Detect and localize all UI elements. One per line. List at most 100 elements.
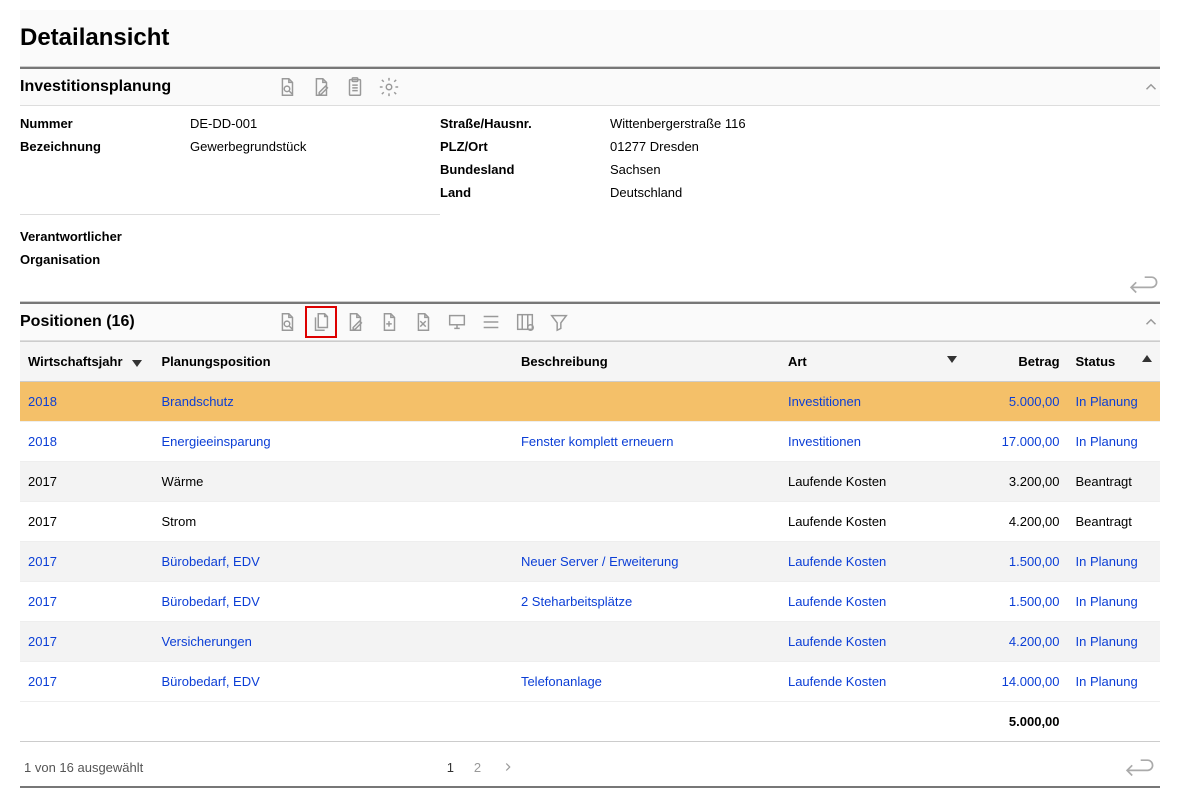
col-header-status[interactable]: Status: [1068, 342, 1160, 382]
value-plzort: 01277 Dresden: [610, 139, 1160, 154]
cell-position[interactable]: Bürobedarf, EDV: [154, 662, 513, 702]
table-row[interactable]: 2018EnergieeinsparungFenster komplett er…: [20, 422, 1160, 462]
columns-icon[interactable]: [513, 310, 537, 334]
cell-year[interactable]: 2017: [20, 542, 154, 582]
cell-year[interactable]: 2017: [20, 582, 154, 622]
section-title-investitionsplanung: Investitionsplanung: [20, 78, 275, 96]
label-land: Land: [440, 185, 610, 200]
table-row[interactable]: 2017Bürobedarf, EDVNeuer Server / Erweit…: [20, 542, 1160, 582]
cell-description[interactable]: Telefonanlage: [513, 662, 780, 702]
cell-amount[interactable]: 17.000,00: [965, 422, 1068, 462]
cell-status: Beantragt: [1068, 502, 1160, 542]
cell-position: Wärme: [154, 462, 513, 502]
table-row[interactable]: 2017Strom Laufende Kosten4.200,00Beantrag…: [20, 502, 1160, 542]
cell-description: [513, 622, 780, 662]
cell-amount[interactable]: 14.000,00: [965, 662, 1068, 702]
cell-amount: 4.200,00: [965, 502, 1068, 542]
copy-doc-icon[interactable]: [309, 310, 333, 334]
cell-description[interactable]: 2 Steharbeitsplätze: [513, 582, 780, 622]
cell-status[interactable]: In Planung: [1068, 382, 1160, 422]
return-icon[interactable]: [1126, 273, 1160, 295]
edit-doc-icon[interactable]: [309, 75, 333, 99]
return-icon[interactable]: [1122, 756, 1156, 778]
cell-year[interactable]: 2018: [20, 422, 154, 462]
cell-type[interactable]: Laufende Kosten: [780, 662, 965, 702]
table-row[interactable]: 2017Bürobedarf, EDV2 SteharbeitsplätzeLa…: [20, 582, 1160, 622]
sort-desc-icon: [947, 354, 957, 364]
cell-type[interactable]: Laufende Kosten: [780, 542, 965, 582]
col-header-position[interactable]: Planungsposition: [154, 342, 513, 382]
gear-icon[interactable]: [377, 75, 401, 99]
table-row[interactable]: 2017Bürobedarf, EDVTelefonanlageLaufende…: [20, 662, 1160, 702]
selection-info: 1 von 16 ausgewählt: [24, 760, 143, 775]
cell-position[interactable]: Bürobedarf, EDV: [154, 542, 513, 582]
cell-description[interactable]: Fenster komplett erneuern: [513, 422, 780, 462]
export-icon[interactable]: [445, 310, 469, 334]
sort-asc-icon: [1142, 354, 1152, 364]
label-verantwortlicher: Verantwortlicher: [20, 229, 190, 244]
cell-position[interactable]: Versicherungen: [154, 622, 513, 662]
label-bundesland: Bundesland: [440, 162, 610, 177]
label-bezeichnung: Bezeichnung: [20, 139, 190, 154]
cell-status[interactable]: In Planung: [1068, 542, 1160, 582]
cell-amount[interactable]: 5.000,00: [965, 382, 1068, 422]
cell-type[interactable]: Laufende Kosten: [780, 622, 965, 662]
value-land: Deutschland: [610, 185, 1160, 200]
positions-table: Wirtschaftsjahr Planungsposition Beschre…: [20, 341, 1160, 741]
cell-year: 2017: [20, 462, 154, 502]
sort-desc-icon: [132, 358, 142, 368]
cell-description[interactable]: Neuer Server / Erweiterung: [513, 542, 780, 582]
section-investitionsplanung: Investitionsplanung Nummer: [20, 67, 1160, 302]
cell-description: [513, 502, 780, 542]
page-title: Detailansicht: [20, 10, 1160, 67]
cell-status[interactable]: In Planung: [1068, 582, 1160, 622]
cell-description: [513, 462, 780, 502]
cell-status[interactable]: In Planung: [1068, 422, 1160, 462]
delete-doc-icon[interactable]: [411, 310, 435, 334]
cell-type[interactable]: Investitionen: [780, 382, 965, 422]
positions-sum: 5.000,00: [965, 702, 1068, 742]
col-header-year[interactable]: Wirtschaftsjahr: [20, 342, 154, 382]
value-bezeichnung: Gewerbegrundstück: [190, 139, 440, 154]
cell-description: [513, 382, 780, 422]
label-strasse: Straße/Hausnr.: [440, 116, 610, 131]
edit-doc-icon[interactable]: [343, 310, 367, 334]
col-header-description[interactable]: Beschreibung: [513, 342, 780, 382]
table-row[interactable]: 2017Versicherungen Laufende Kosten4.200,0…: [20, 622, 1160, 662]
cell-amount[interactable]: 4.200,00: [965, 622, 1068, 662]
label-nummer: Nummer: [20, 116, 190, 131]
table-row[interactable]: 2018Brandschutz Investitionen5.000,00In P…: [20, 382, 1160, 422]
cell-year[interactable]: 2018: [20, 382, 154, 422]
col-header-type[interactable]: Art: [780, 342, 965, 382]
cell-type[interactable]: Laufende Kosten: [780, 582, 965, 622]
cell-status[interactable]: In Planung: [1068, 622, 1160, 662]
next-page-icon[interactable]: [501, 760, 515, 774]
cell-position[interactable]: Brandschutz: [154, 382, 513, 422]
cell-status[interactable]: In Planung: [1068, 662, 1160, 702]
cell-position: Strom: [154, 502, 513, 542]
filter-icon[interactable]: [547, 310, 571, 334]
cell-year[interactable]: 2017: [20, 622, 154, 662]
add-doc-icon[interactable]: [377, 310, 401, 334]
positions-footer: 1 von 16 ausgewählt 1 2: [20, 741, 1160, 788]
cell-year[interactable]: 2017: [20, 662, 154, 702]
page-1[interactable]: 1: [447, 760, 454, 775]
clipboard-icon[interactable]: [343, 75, 367, 99]
cell-type: Laufende Kosten: [780, 502, 965, 542]
view-doc-icon[interactable]: [275, 75, 299, 99]
col-header-amount[interactable]: Betrag: [965, 342, 1068, 382]
cell-amount[interactable]: 1.500,00: [965, 542, 1068, 582]
cell-amount[interactable]: 1.500,00: [965, 582, 1068, 622]
view-doc-icon[interactable]: [275, 310, 299, 334]
cell-type[interactable]: Investitionen: [780, 422, 965, 462]
pager: 1 2: [447, 760, 515, 775]
collapse-positions-icon[interactable]: [1142, 313, 1160, 331]
table-row[interactable]: 2017WärmeLaufende Kosten3.200,00Beantrag…: [20, 462, 1160, 502]
invest-detail-grid: Nummer DE-DD-001 Straße/Hausnr. Wittenbe…: [20, 106, 1160, 267]
cell-year: 2017: [20, 502, 154, 542]
page-2[interactable]: 2: [474, 760, 481, 775]
list-icon[interactable]: [479, 310, 503, 334]
cell-position[interactable]: Bürobedarf, EDV: [154, 582, 513, 622]
collapse-invest-icon[interactable]: [1142, 78, 1160, 96]
cell-position[interactable]: Energieeinsparung: [154, 422, 513, 462]
